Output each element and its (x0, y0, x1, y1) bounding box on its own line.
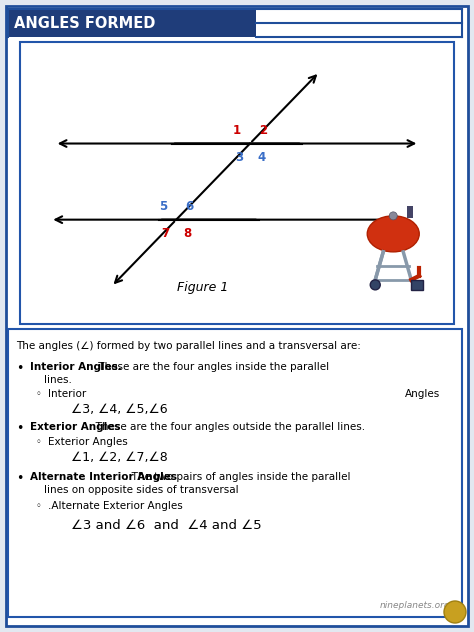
Circle shape (389, 212, 397, 220)
Text: ◦: ◦ (36, 389, 42, 399)
Text: These are the four angles inside the parallel: These are the four angles inside the par… (95, 362, 329, 372)
Text: lines.: lines. (44, 375, 72, 385)
Circle shape (370, 280, 380, 290)
Text: 3: 3 (235, 150, 243, 164)
Text: . The two pairs of angles inside the parallel: . The two pairs of angles inside the par… (125, 472, 350, 482)
Bar (8, 329, 462, 617)
Text: •: • (16, 362, 23, 375)
Text: 8: 8 (183, 227, 191, 240)
Bar (411, 280, 423, 290)
Bar (20, 42, 454, 324)
Text: The angles (∠) formed by two parallel lines and a transversal are:: The angles (∠) formed by two parallel li… (16, 341, 361, 351)
Text: •: • (16, 472, 23, 485)
Text: Angles: Angles (405, 389, 440, 399)
Bar (407, 206, 413, 218)
Text: 7: 7 (161, 227, 169, 240)
Bar (8, 9, 256, 37)
Text: 4: 4 (257, 150, 265, 164)
Text: ∠3 and ∠6  and  ∠4 and ∠5: ∠3 and ∠6 and ∠4 and ∠5 (71, 519, 262, 532)
Circle shape (444, 601, 466, 623)
Text: nineplanets.org: nineplanets.org (380, 601, 451, 610)
Text: •: • (16, 422, 23, 435)
Text: ANGLES FORMED: ANGLES FORMED (14, 16, 155, 30)
Text: Exterior Angles: Exterior Angles (30, 422, 120, 432)
Text: .Alternate Exterior Angles: .Alternate Exterior Angles (48, 501, 183, 511)
Text: . These are the four angles outside the parallel lines.: . These are the four angles outside the … (89, 422, 365, 432)
Text: Exterior Angles: Exterior Angles (48, 437, 128, 447)
Text: ◦: ◦ (36, 437, 42, 447)
Text: Figure 1: Figure 1 (177, 281, 228, 294)
Text: ∠1, ∠2, ∠7,∠8: ∠1, ∠2, ∠7,∠8 (71, 451, 168, 464)
Text: ◦: ◦ (36, 501, 42, 511)
Text: 6: 6 (185, 200, 193, 212)
Text: 5: 5 (159, 200, 167, 212)
Ellipse shape (367, 216, 419, 252)
Text: Interior Angles.: Interior Angles. (30, 362, 122, 372)
Text: 1: 1 (233, 123, 241, 137)
Text: Alternate Interior Angles: Alternate Interior Angles (30, 472, 177, 482)
Text: Interior: Interior (48, 389, 86, 399)
Text: ∠3, ∠4, ∠5,∠6: ∠3, ∠4, ∠5,∠6 (71, 403, 168, 416)
Text: 2: 2 (259, 123, 267, 137)
Text: lines on opposite sides of transversal: lines on opposite sides of transversal (44, 485, 238, 495)
